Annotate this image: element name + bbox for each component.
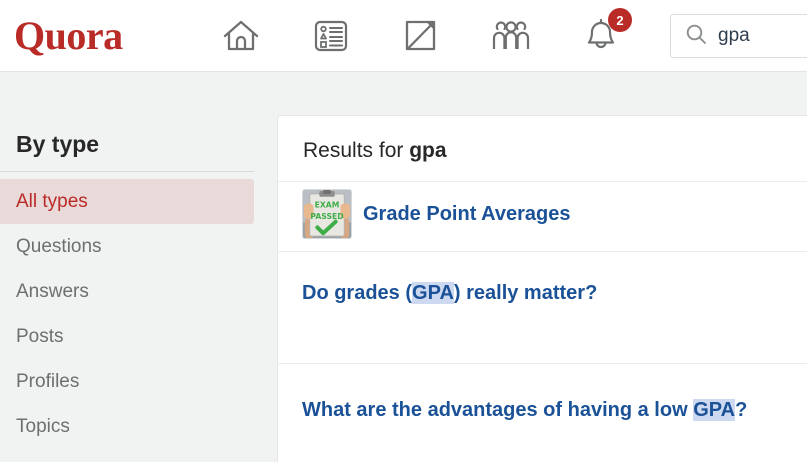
sidebar-item-answers[interactable]: Answers xyxy=(16,280,89,302)
result-divider xyxy=(278,251,807,252)
search-result-item[interactable]: Do grades (GPA) really matter? xyxy=(302,280,597,306)
results-heading-query: gpa xyxy=(409,139,447,162)
svg-text:PASSED: PASSED xyxy=(310,212,343,221)
spaces-people-icon xyxy=(491,19,531,53)
notification-count-badge: 2 xyxy=(608,8,632,32)
sidebar-item-posts[interactable]: Posts xyxy=(16,325,64,347)
search-input[interactable]: gpa xyxy=(718,25,750,46)
search-result-item[interactable]: What are the advantages of having a low … xyxy=(302,397,747,423)
search-box[interactable]: gpa xyxy=(670,14,807,58)
results-heading-divider xyxy=(278,181,807,182)
main-navigation: 2 xyxy=(196,0,646,72)
result-title-link[interactable]: Grade Point Averages xyxy=(363,203,571,225)
home-icon xyxy=(222,18,260,54)
nav-home-button[interactable] xyxy=(196,0,286,72)
result-text-segment: Do grades ( xyxy=(302,282,413,304)
page-body: By type All types Questions Answers Post… xyxy=(0,72,807,462)
result-highlight-match: GPA xyxy=(693,399,736,421)
nav-spaces-button[interactable] xyxy=(466,0,556,72)
sidebar-filter-list: All types Questions Answers Posts Profil… xyxy=(0,179,254,449)
results-heading-prefix: Results for xyxy=(303,139,410,162)
sidebar-item-profiles[interactable]: Profiles xyxy=(16,370,80,392)
quora-logo[interactable]: Quora xyxy=(14,13,123,58)
result-title-link[interactable]: Do grades (GPA) really matter? xyxy=(302,280,597,306)
nav-feed-button[interactable] xyxy=(286,0,376,72)
exam-passed-thumbnail: EXAM PASSED xyxy=(302,189,352,239)
result-title-link[interactable]: What are the advantages of having a low … xyxy=(302,397,747,423)
result-divider xyxy=(278,363,807,364)
search-results-card: Results for gpa EXAM PASSED xyxy=(277,115,807,462)
nav-notifications-button[interactable]: 2 xyxy=(556,0,646,72)
sidebar-item-questions[interactable]: Questions xyxy=(16,235,102,257)
nav-answer-button[interactable] xyxy=(376,0,466,72)
site-header: Quora xyxy=(0,0,807,72)
sidebar-divider xyxy=(0,171,254,172)
sidebar-item-all-types[interactable]: All types xyxy=(0,179,254,224)
svg-text:EXAM: EXAM xyxy=(315,200,340,209)
answer-edit-icon xyxy=(402,17,440,55)
feed-icon xyxy=(313,18,349,54)
search-icon xyxy=(685,23,707,50)
result-highlight-match: GPA xyxy=(412,282,454,304)
filter-sidebar: By type All types Questions Answers Post… xyxy=(0,72,277,462)
bell-icon xyxy=(583,17,619,55)
result-text-segment: ) really matter? xyxy=(453,282,598,304)
sidebar-title: By type xyxy=(16,131,100,157)
sidebar-item-topics[interactable]: Topics xyxy=(16,415,70,437)
results-heading: Results for gpa xyxy=(303,138,447,163)
result-text-segment: What are the advantages of having a low xyxy=(302,399,694,421)
result-text-segment: ? xyxy=(735,399,748,421)
search-result-item[interactable]: EXAM PASSED Grade Point Averages xyxy=(302,189,570,239)
